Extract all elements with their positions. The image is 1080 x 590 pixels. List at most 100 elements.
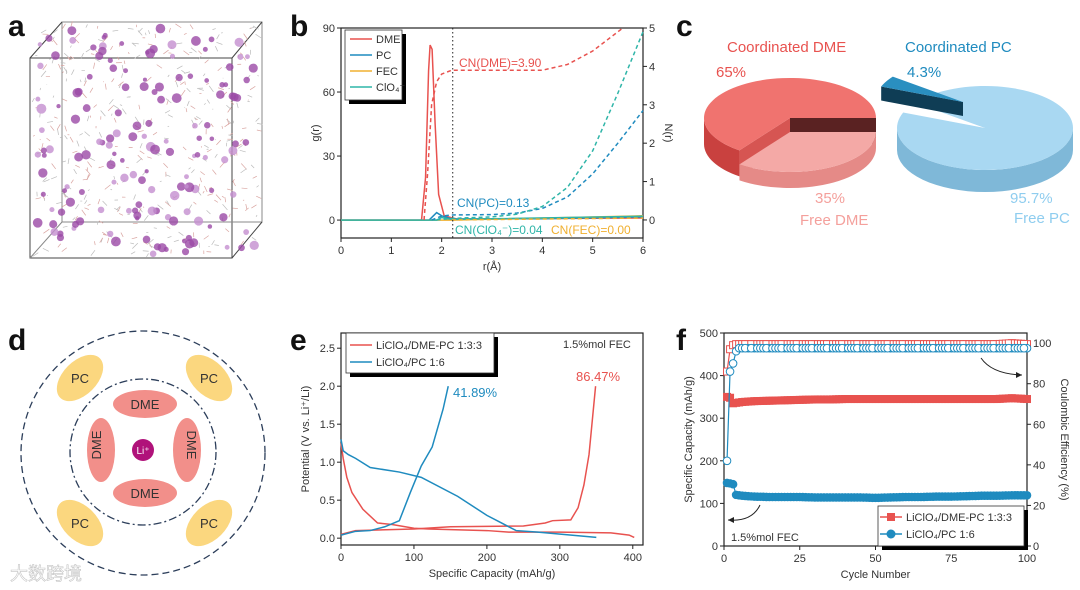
molecule-bond <box>43 228 50 234</box>
molecule-bond <box>87 161 93 168</box>
molecule-bond <box>200 171 205 176</box>
label-coordinated-pc: Coordinated PC <box>905 39 1012 56</box>
molecule-bond <box>198 50 202 55</box>
molecule-bond <box>62 225 68 228</box>
molecule-bond <box>111 78 115 83</box>
cycling-chart: 0 25 50 75 1000100200300400500020406080100Cy… <box>683 328 1070 581</box>
molecule-bond <box>240 163 247 170</box>
molecule-bond <box>215 194 222 201</box>
molecule-bond <box>207 193 214 196</box>
x-tick-label: 200 <box>478 552 496 564</box>
molecule-bond <box>51 176 58 180</box>
molecule-bond <box>218 87 225 90</box>
svg-text:PC: PC <box>200 516 218 531</box>
li-atom <box>245 54 250 60</box>
li-atom <box>204 122 211 129</box>
series-line-pc-charge <box>340 386 449 536</box>
li-atom <box>70 114 81 124</box>
x-tick-label: 50 <box>869 553 881 565</box>
molecule-bond <box>74 33 80 39</box>
molecule-bond <box>188 167 191 170</box>
molecule-bond <box>57 129 59 136</box>
molecule-bond <box>139 143 143 149</box>
molecule-bond <box>198 55 202 60</box>
molecule-bond <box>148 242 153 248</box>
li-atom <box>32 217 43 228</box>
y-tick-label: 2.5 <box>320 343 335 355</box>
legend-pc: LiClO₄/PC 1:6 <box>906 529 975 541</box>
li-atom <box>165 147 175 156</box>
molecule-bond <box>69 56 75 59</box>
molecule-bond <box>74 216 78 221</box>
molecule-bond <box>138 27 143 33</box>
molecule-bond <box>82 178 87 181</box>
molecule-bond <box>164 110 171 114</box>
li-atom <box>119 41 125 46</box>
li-atom <box>184 184 189 189</box>
molecule-bond <box>211 240 215 246</box>
li-atom <box>208 36 215 43</box>
panel-label-a: a <box>8 10 25 43</box>
li-atom <box>191 36 201 46</box>
molecule-bond <box>214 199 219 203</box>
molecule-bond <box>90 249 96 256</box>
li-atom <box>112 151 117 157</box>
li-atom <box>209 136 215 142</box>
molecule-bond <box>196 116 201 120</box>
y-tick-label: 0.5 <box>320 495 335 507</box>
li-atom <box>107 230 114 238</box>
molecule-bond <box>79 133 83 136</box>
molecule-bond <box>241 127 247 129</box>
series-line-clo4-g-r- <box>341 215 644 221</box>
molecule-bond <box>67 56 71 61</box>
molecule-bond <box>116 206 121 211</box>
x-axis-label: Specific Capacity (mAh/g) <box>429 568 556 580</box>
molecule-bond <box>190 105 196 110</box>
molecule-bond <box>232 180 236 187</box>
molecule-bond <box>84 207 90 210</box>
molecule-bond <box>221 125 223 129</box>
pie-slice-coordinated-dme <box>704 78 876 151</box>
molecule-bond <box>225 228 230 233</box>
li-atom <box>37 62 44 70</box>
series-line-clo4-n-r- <box>436 31 644 221</box>
li-atom <box>74 87 83 96</box>
molecule-bond <box>98 220 104 224</box>
molecule-bond <box>147 156 152 159</box>
molecule-bond <box>123 60 126 64</box>
pie-side-free-pc <box>897 128 1073 192</box>
molecule-bond <box>39 87 42 91</box>
molecule-bond <box>226 139 231 142</box>
molecule-bond <box>228 213 231 218</box>
x-tick-label: 300 <box>551 552 569 564</box>
molecule-bond <box>147 239 154 245</box>
molecule-bond <box>75 204 79 210</box>
li-atom <box>248 63 258 73</box>
y2-tick-label: 60 <box>1033 419 1045 431</box>
molecule-bond <box>118 213 124 216</box>
molecule-bond <box>76 140 80 147</box>
pie-slice-free-dme <box>739 132 876 173</box>
molecule-bond <box>173 239 179 242</box>
li-atom <box>207 224 213 229</box>
molecule-bond <box>181 69 186 74</box>
molecule-bond <box>96 25 99 29</box>
molecule-bond <box>130 242 135 245</box>
series-line-fec-n-r- <box>451 217 644 221</box>
molecule-bond <box>110 45 114 51</box>
molecule-bond <box>230 101 235 105</box>
molecule-bond <box>142 206 145 208</box>
molecule-bond <box>244 41 247 47</box>
molecule-bond <box>98 166 104 169</box>
molecule-bond <box>107 237 110 244</box>
molecule-bond <box>194 117 197 121</box>
li-atom <box>126 207 132 214</box>
li-atom <box>238 244 245 252</box>
li-atom <box>147 206 157 216</box>
li-atom <box>56 103 61 109</box>
li-atom <box>151 89 158 96</box>
molecule-bond <box>94 241 96 246</box>
li-atom <box>139 82 149 92</box>
molecule-bond <box>163 163 169 169</box>
arrowhead-icon <box>728 517 734 523</box>
